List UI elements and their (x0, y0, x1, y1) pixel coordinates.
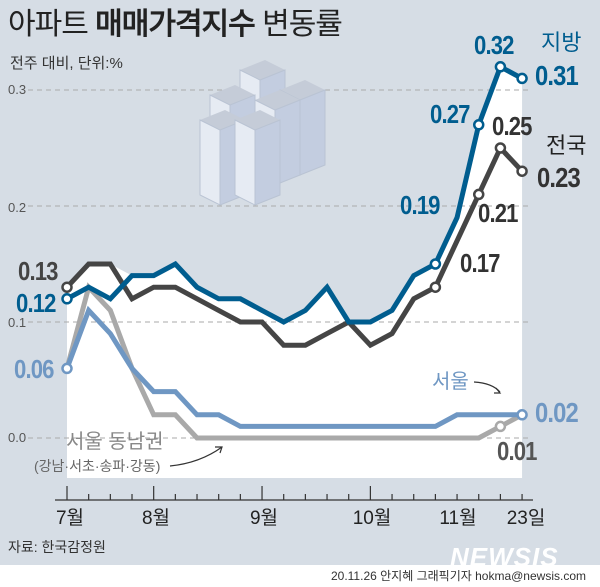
newsis-logo: NEWSIS (450, 542, 559, 572)
data-point-marker (61, 281, 73, 293)
building-icon (234, 119, 256, 206)
data-point-marker (494, 142, 507, 154)
x-tick-label: 9월 (249, 508, 279, 529)
x-tick-label: 23일 (506, 508, 546, 529)
data-point-marker (472, 119, 485, 131)
x-tick-label: 10월 (352, 508, 392, 529)
data-label-jeonguk-max: 0.25 (492, 111, 532, 141)
plot-area-fill (67, 66, 523, 479)
building-icon (200, 110, 245, 130)
x-tick-label: 11월 (439, 508, 477, 529)
data-label-jeonguk-b: 0.21 (478, 198, 518, 228)
data-label-gangnam-end: 0.01 (497, 436, 537, 466)
seoul-arrow-icon (494, 387, 502, 394)
data-label-jibang-start: 0.12 (16, 288, 56, 318)
data-label-jibang-end: 0.31 (535, 60, 579, 91)
building-icon (240, 60, 285, 80)
building-icon (199, 119, 221, 206)
legend-label-gangnam: 서울 동남권 (66, 431, 164, 453)
building-icon (255, 90, 300, 110)
gangnam-arrow-icon (169, 446, 223, 467)
data-point-marker (472, 188, 485, 201)
series-line-0 (65, 63, 524, 325)
data-point-marker (61, 362, 73, 375)
series-line-2 (64, 305, 523, 429)
data-label-jeonguk-a: 0.17 (460, 248, 500, 278)
building-icon (210, 85, 255, 105)
building-icon (299, 89, 326, 176)
legend-label-jeonguk: 전국 (546, 133, 587, 158)
y-tick-label: 0.3 (8, 82, 27, 97)
building-icon (254, 119, 281, 206)
data-point-marker (516, 165, 528, 177)
legend-sublabel-gangnam: (강남·서초·송파·강동) (34, 458, 161, 474)
unit-subtitle: 전주 대비, 단위:% (10, 55, 123, 72)
data-label-seoul-start: 0.06 (14, 354, 54, 384)
building-icon (280, 80, 325, 100)
credit-line: 20.11.26 안지혜 그래픽기자 hokma@newsis.com (330, 569, 586, 583)
data-point-marker (429, 258, 442, 270)
data-label-jibang-max: 0.32 (474, 30, 514, 60)
series-line-3 (64, 282, 524, 441)
source-note: 자료: 한국감정원 (8, 539, 106, 555)
y-tick-label: 0.0 (8, 430, 27, 445)
data-point-marker (429, 281, 442, 293)
data-label-jibang-b: 0.27 (430, 99, 470, 129)
y-tick-label: 0.1 (8, 315, 27, 330)
building-icon (235, 110, 280, 130)
data-label-jibang-a: 0.19 (400, 190, 440, 220)
data-point-marker (61, 293, 73, 305)
data-point-marker (494, 61, 507, 73)
series-line-1 (65, 143, 524, 349)
legend-label-seoul: 서울 (432, 371, 469, 393)
x-tick-label: 7월 (55, 508, 85, 529)
x-tick-label: 8월 (141, 508, 171, 529)
data-label-seoul-end: 0.02 (535, 397, 579, 428)
data-label-jeonguk-end: 0.23 (537, 162, 581, 193)
data-point-marker (516, 409, 528, 421)
data-point-marker (516, 72, 528, 85)
data-label-jeonguk-start: 0.13 (18, 256, 58, 286)
y-tick-label: 0.2 (8, 200, 27, 215)
data-point-marker (494, 420, 507, 433)
legend-label-jibang: 지방 (541, 30, 582, 55)
chart-title: 아파트 매매가격지수 변동률 (8, 8, 343, 41)
gangnam-arrow-icon (215, 446, 223, 454)
